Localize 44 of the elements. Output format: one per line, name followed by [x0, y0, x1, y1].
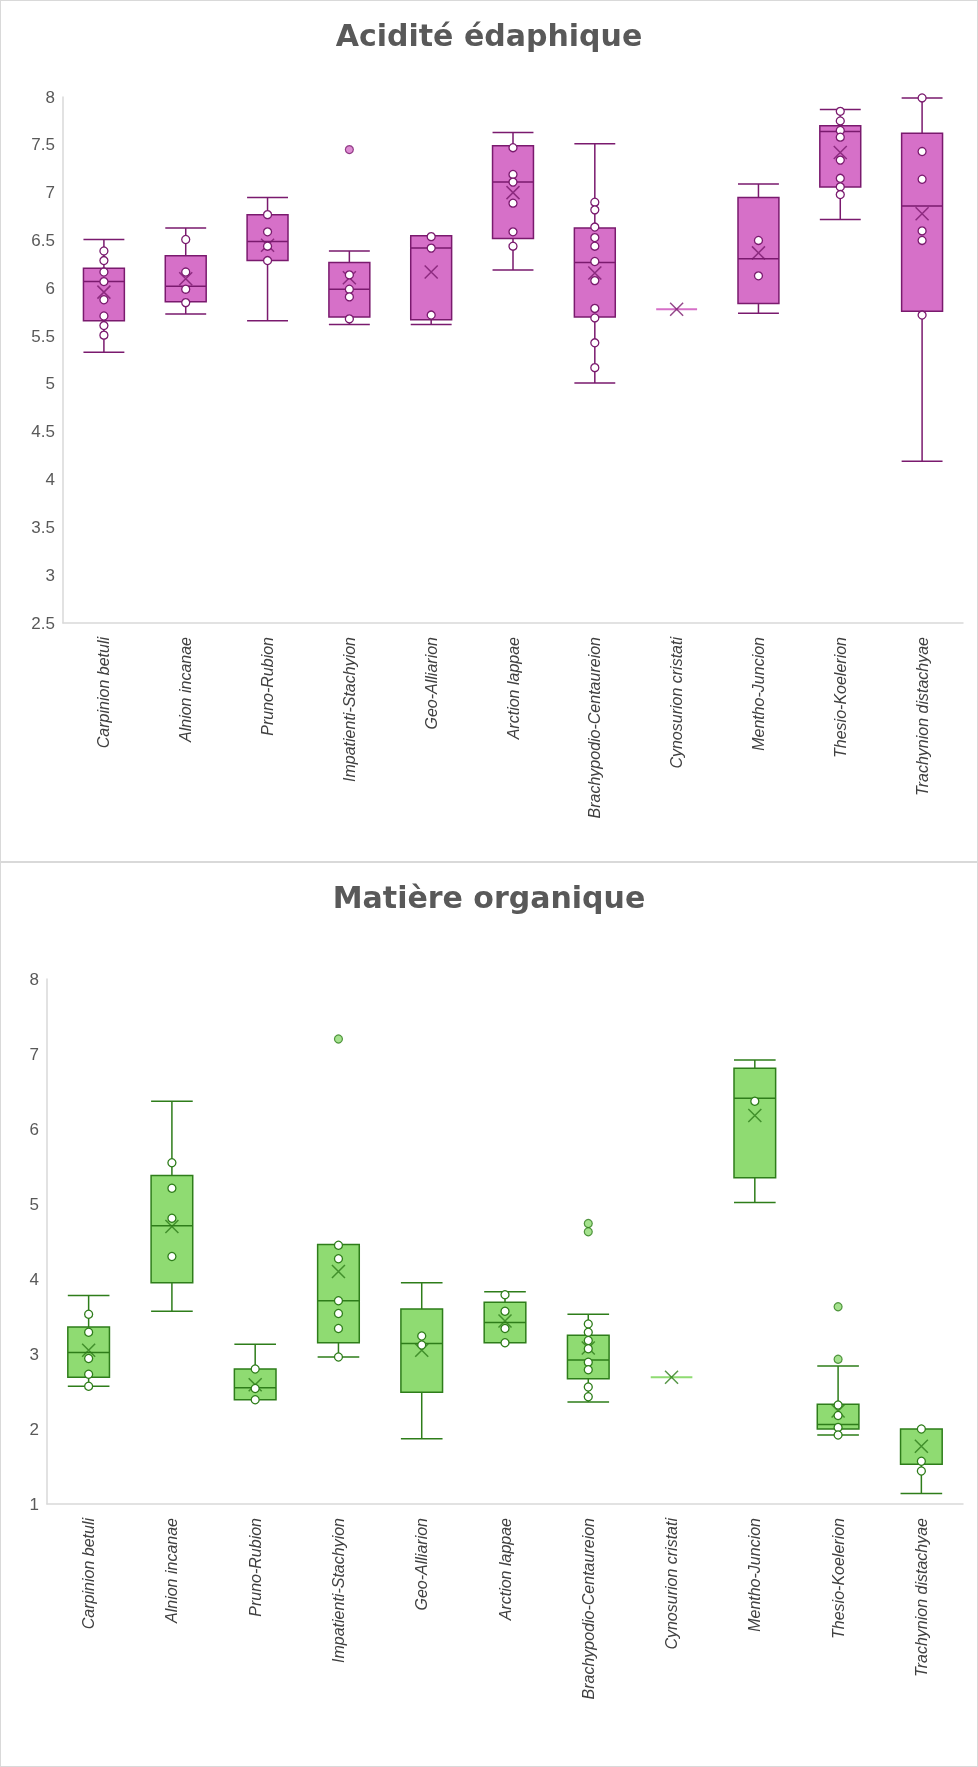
x-tick-label: Impatienti-Stachyion: [329, 1517, 347, 1663]
y-tick-label: 3: [29, 1344, 39, 1364]
x-tick-label: Carpinion betuli: [80, 1517, 98, 1630]
y-tick-label: 6.5: [31, 230, 55, 250]
x-tick-label: Trachynion distachyae: [913, 636, 931, 796]
x-tick-label: Cynosurion cristati: [663, 1517, 681, 1650]
x-tick-label: Geo-Alliarion: [413, 1517, 431, 1611]
x-tick-label: Geo-Alliarion: [422, 636, 440, 730]
y-tick-label: 3.5: [31, 517, 55, 537]
y-tick-label: 5: [29, 1194, 39, 1214]
x-tick-label: Mentho-Juncion: [749, 636, 767, 751]
x-tick-label: Pruno-Rubion: [246, 1517, 264, 1617]
x-tick-label: Thesio-Koelerion: [829, 1517, 847, 1639]
x-tick-label: Brachypodio-Centaureion: [586, 636, 604, 819]
chart-title: Acidité édaphique: [335, 17, 643, 53]
x-tick-label: Trachynion distachyae: [912, 1517, 930, 1677]
x-tick-label: Thesio-Koelerion: [831, 636, 849, 758]
x-tick-label: Arction lappae: [496, 1517, 514, 1622]
x-tick-label: Pruno-Rubion: [259, 636, 277, 736]
x-tick-label: Mentho-Juncion: [746, 1517, 764, 1632]
x-tick-label: Brachypodio-Centaureion: [579, 1517, 597, 1700]
y-tick-label: 7: [45, 183, 55, 203]
x-tick-label: Alnion incanae: [177, 636, 195, 743]
x-tick-label: Carpinion betuli: [95, 636, 113, 749]
x-tick-label: Arction lappae: [504, 636, 522, 741]
y-tick-label: 1: [29, 1494, 39, 1514]
y-tick-label: 6: [29, 1119, 39, 1139]
y-tick-label: 8: [45, 87, 55, 107]
y-tick-label: 7.5: [31, 135, 55, 155]
y-tick-label: 3: [45, 565, 55, 585]
y-tick-label: 4.5: [31, 422, 55, 442]
y-tick-label: 2: [29, 1419, 39, 1439]
y-tick-label: 6: [45, 278, 55, 298]
x-tick-label: Impatienti-Stachyion: [340, 636, 358, 782]
y-tick-label: 8: [29, 969, 39, 989]
x-tick-label: Alnion incanae: [163, 1517, 181, 1624]
y-tick-label: 4: [29, 1269, 39, 1289]
y-tick-label: 7: [29, 1044, 39, 1064]
y-tick-label: 2.5: [31, 613, 55, 633]
y-tick-label: 5: [45, 374, 55, 394]
y-tick-label: 5.5: [31, 326, 55, 346]
y-tick-label: 4: [45, 470, 55, 490]
x-tick-label: Cynosurion cristati: [668, 636, 686, 769]
chart-title: Matière organique: [332, 879, 646, 915]
